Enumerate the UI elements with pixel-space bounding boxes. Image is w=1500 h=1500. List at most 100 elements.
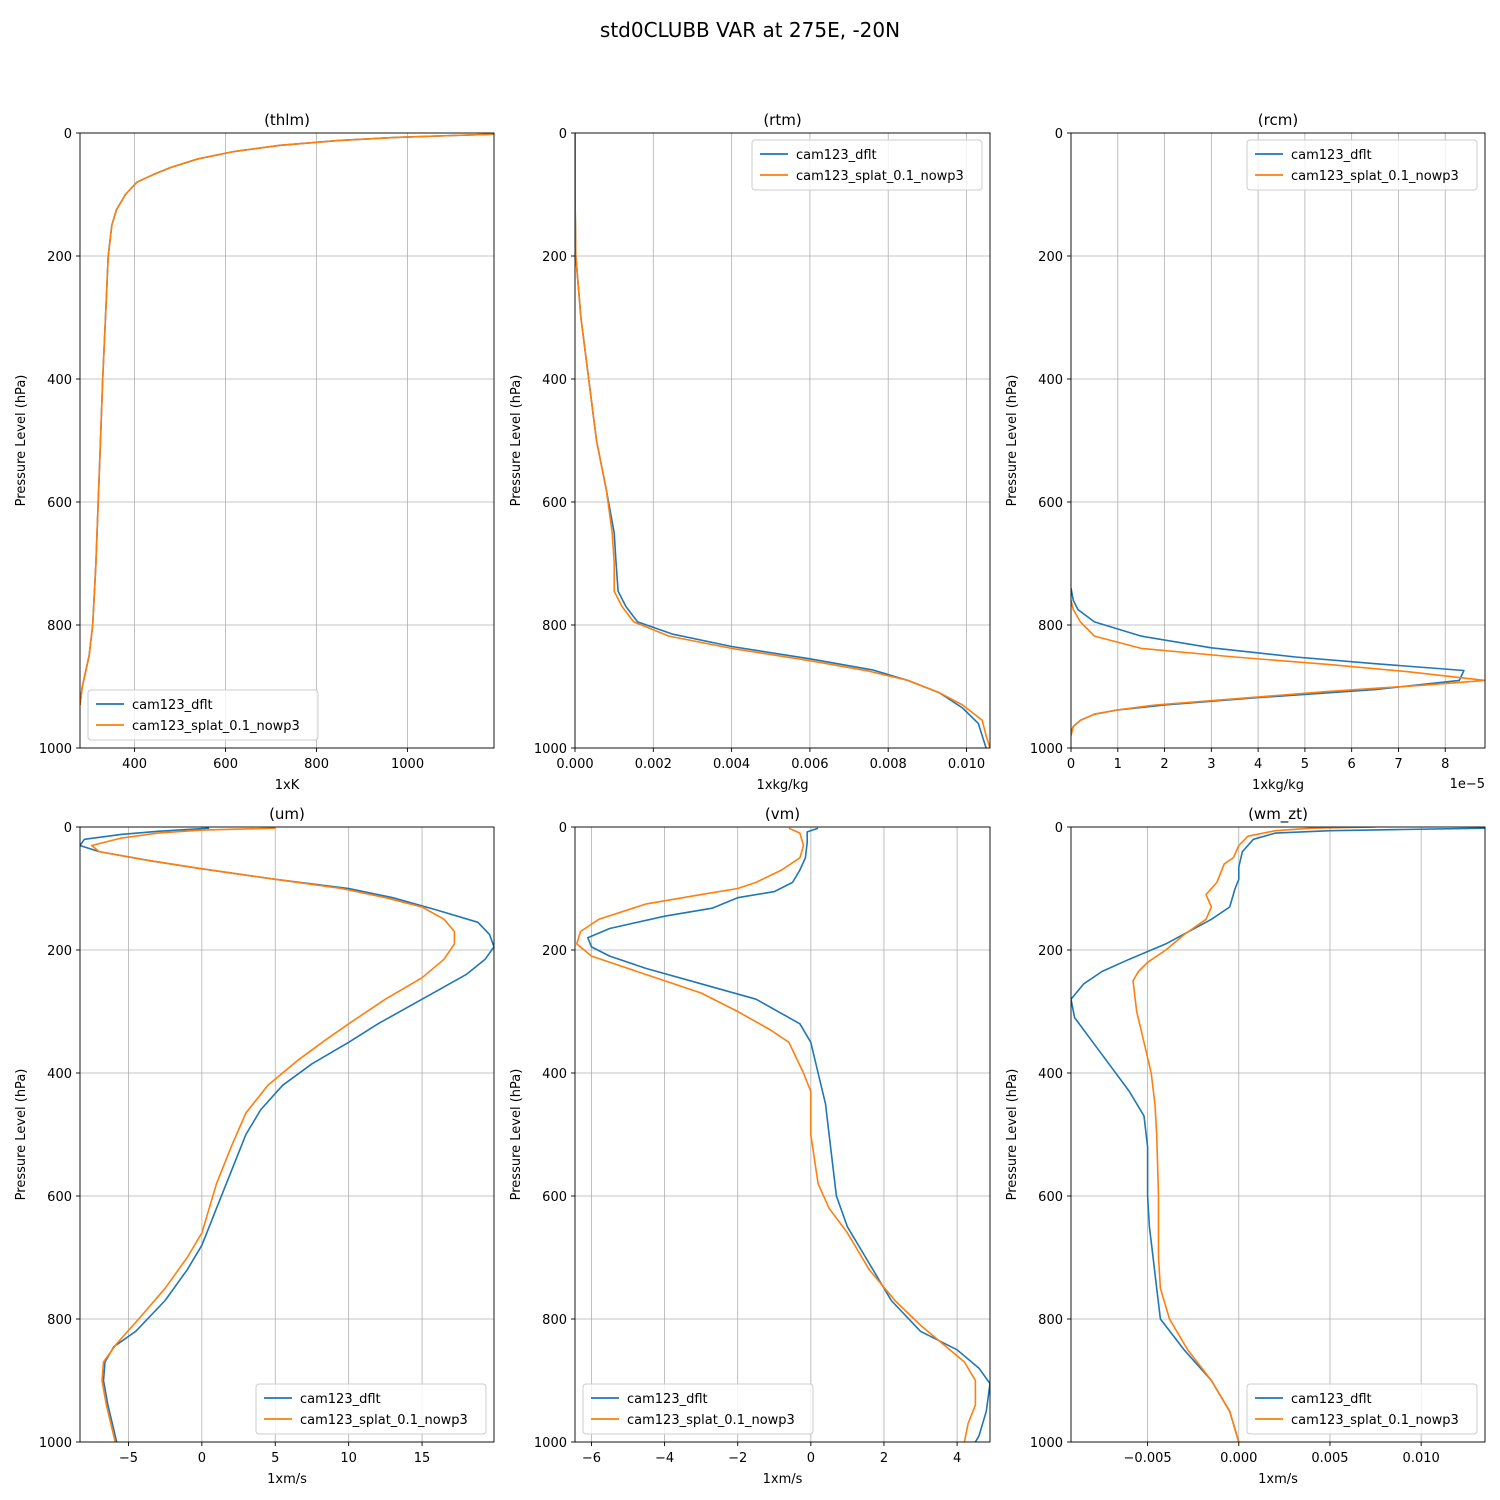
- y-axis-label: Pressure Level (hPa): [1005, 375, 1020, 507]
- y-tick-label: 400: [1038, 1067, 1063, 1082]
- panel-5: −0.005 0.000 0.005 0.010 0 200 400 600 800 1000 (w…: [1005, 805, 1486, 1487]
- x-tick-label: 0.000: [556, 757, 593, 772]
- series-line-cam123_splat_0.1_nowp3: [80, 133, 494, 706]
- x-tick-label: −6: [582, 1451, 601, 1466]
- x-tick-label: 0.008: [870, 757, 907, 772]
- axes-frame: [79, 826, 495, 1443]
- y-tick-label: 200: [47, 250, 72, 265]
- legend-label: cam123_dflt: [300, 1392, 381, 1407]
- y-tick-label: 1000: [534, 742, 567, 757]
- panel-1: 0.000 0.002 0.004 0.006 0.008 0.010 0 200 400 600…: [509, 111, 991, 793]
- y-tick-label: 800: [47, 619, 72, 634]
- legend-label: cam123_splat_0.1_nowp3: [627, 1413, 795, 1428]
- legend-box: [1246, 1383, 1478, 1435]
- legend: cam123_dflt cam123_splat_0.1_nowp3: [1246, 139, 1478, 191]
- y-axis-label: Pressure Level (hPa): [1005, 1069, 1020, 1201]
- y-tick-label: 0: [559, 821, 567, 836]
- legend-box: [751, 139, 983, 191]
- x-tick-label: 5: [271, 1451, 279, 1466]
- x-tick-label: −5: [119, 1451, 138, 1466]
- legend-label: cam123_dflt: [1291, 148, 1372, 163]
- y-tick-label: 200: [542, 944, 567, 959]
- x-tick-label: 0.010: [1403, 1451, 1440, 1466]
- series-line-cam123_splat_0.1_nowp3: [1132, 827, 1376, 1442]
- x-tick-label: 800: [304, 757, 329, 772]
- panel-title: (rtm): [763, 111, 801, 129]
- y-tick-label: 0: [64, 821, 72, 836]
- y-tick-label: 200: [1038, 250, 1063, 265]
- x-axis-label: 1xm/s: [1258, 1472, 1298, 1487]
- x-tick-label: 1: [1114, 757, 1122, 772]
- legend-box: [1246, 139, 1478, 191]
- x-tick-label: 5: [1301, 757, 1309, 772]
- x-tick-label: 0.004: [713, 757, 750, 772]
- axes-frame: [1070, 826, 1486, 1443]
- x-axis-label: 1xm/s: [763, 1472, 803, 1487]
- axes-frame: [574, 826, 991, 1443]
- y-tick-label: 200: [47, 944, 72, 959]
- series-line-cam123_splat_0.1_nowp3: [575, 133, 990, 748]
- x-tick-label: 0.000: [1220, 1451, 1257, 1466]
- y-tick-label: 800: [542, 1313, 567, 1328]
- x-tick-label: 3: [1207, 757, 1215, 772]
- y-axis-label: Pressure Level (hPa): [14, 375, 29, 507]
- y-tick-label: 0: [1055, 821, 1063, 836]
- x-tick-label: 4: [953, 1451, 961, 1466]
- figure-title: std0CLUBB VAR at 275E, -20N: [600, 18, 900, 42]
- panel-title: (um): [269, 805, 305, 823]
- x-tick-label: 2: [1160, 757, 1168, 772]
- y-tick-label: 800: [542, 619, 567, 634]
- x-tick-label: 4: [1254, 757, 1262, 772]
- series-line-cam123_splat_0.1_nowp3: [1071, 600, 1485, 736]
- series-line-cam123_dflt: [80, 133, 494, 706]
- series-line-cam123_dflt: [587, 827, 990, 1442]
- legend-label: cam123_splat_0.1_nowp3: [300, 1413, 468, 1428]
- x-tick-label: 0.010: [948, 757, 985, 772]
- x-tick-label: 10: [340, 1451, 357, 1466]
- y-tick-label: 0: [559, 127, 567, 142]
- x-axis-label: 1xkg/kg: [757, 778, 809, 793]
- y-axis-label: Pressure Level (hPa): [14, 1069, 29, 1201]
- x-offset-text: 1e−5: [1450, 777, 1485, 792]
- y-tick-label: 1000: [1030, 1436, 1063, 1451]
- legend-label: cam123_splat_0.1_nowp3: [1291, 1413, 1459, 1428]
- x-tick-label: 400: [122, 757, 147, 772]
- panel-0: 400 600 800 1000 0 200 400 600 800 1000 (thlm) 1xK P…: [14, 111, 495, 793]
- x-tick-label: 600: [213, 757, 238, 772]
- legend-label: cam123_splat_0.1_nowp3: [132, 719, 300, 734]
- y-tick-label: 800: [47, 1313, 72, 1328]
- legend-label: cam123_dflt: [132, 698, 213, 713]
- x-tick-label: 15: [414, 1451, 431, 1466]
- x-tick-label: 0: [198, 1451, 206, 1466]
- y-tick-label: 400: [47, 1067, 72, 1082]
- legend: cam123_dflt cam123_splat_0.1_nowp3: [255, 1383, 487, 1435]
- y-axis-label: Pressure Level (hPa): [509, 375, 524, 507]
- legend-label: cam123_dflt: [627, 1392, 708, 1407]
- panel-title: (vm): [765, 805, 800, 823]
- x-tick-label: 2: [880, 1451, 888, 1466]
- series-line-cam123_dflt: [1071, 827, 1485, 1442]
- legend-label: cam123_splat_0.1_nowp3: [796, 169, 964, 184]
- legend: cam123_dflt cam123_splat_0.1_nowp3: [87, 689, 319, 741]
- x-axis-label: 1xkg/kg: [1252, 778, 1304, 793]
- y-tick-label: 1000: [1030, 742, 1063, 757]
- x-tick-label: 0.005: [1311, 1451, 1348, 1466]
- x-tick-label: 7: [1394, 757, 1402, 772]
- legend-box: [582, 1383, 814, 1435]
- axes-frame: [574, 132, 991, 749]
- panels: 400 600 800 100002004006008001000(thlm)1xKP…: [14, 111, 1486, 1487]
- y-tick-label: 400: [47, 373, 72, 388]
- x-tick-label: 0.002: [635, 757, 672, 772]
- panel-3: −5 0 5 10 15 0 200 400 600 800 1000 (um) 1xm/s Pressu…: [14, 805, 495, 1487]
- panel-title: (rcm): [1258, 111, 1298, 129]
- x-tick-label: −4: [655, 1451, 674, 1466]
- x-tick-label: 1000: [391, 757, 424, 772]
- x-tick-label: 0: [807, 1451, 815, 1466]
- y-tick-label: 400: [542, 1067, 567, 1082]
- legend-label: cam123_dflt: [1291, 1392, 1372, 1407]
- series-line-cam123_splat_0.1_nowp3: [90, 827, 456, 1442]
- panel-title: (wm_zt): [1248, 805, 1308, 824]
- y-tick-label: 1000: [39, 1436, 72, 1451]
- axes-frame: [79, 132, 495, 749]
